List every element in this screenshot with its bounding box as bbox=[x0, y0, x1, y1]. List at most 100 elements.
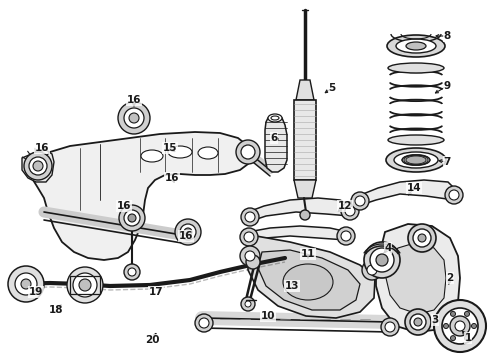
Circle shape bbox=[8, 266, 44, 302]
Polygon shape bbox=[258, 250, 360, 310]
Circle shape bbox=[79, 279, 91, 291]
Ellipse shape bbox=[141, 150, 163, 162]
Circle shape bbox=[240, 246, 260, 266]
Text: 15: 15 bbox=[163, 143, 177, 153]
Polygon shape bbox=[376, 224, 460, 332]
Circle shape bbox=[455, 321, 465, 331]
Circle shape bbox=[124, 108, 144, 128]
Circle shape bbox=[240, 228, 258, 246]
Ellipse shape bbox=[396, 39, 436, 53]
Ellipse shape bbox=[268, 114, 282, 122]
Circle shape bbox=[351, 192, 369, 210]
Text: 17: 17 bbox=[148, 287, 163, 297]
Polygon shape bbox=[386, 242, 446, 314]
Circle shape bbox=[465, 311, 469, 316]
Circle shape bbox=[341, 231, 351, 241]
Text: 3: 3 bbox=[431, 315, 439, 325]
Circle shape bbox=[370, 248, 394, 272]
Circle shape bbox=[443, 324, 448, 328]
Circle shape bbox=[195, 314, 213, 332]
Circle shape bbox=[118, 102, 150, 134]
Circle shape bbox=[124, 264, 140, 280]
Text: 5: 5 bbox=[328, 83, 336, 93]
Circle shape bbox=[246, 255, 260, 269]
Circle shape bbox=[405, 309, 431, 335]
Circle shape bbox=[413, 229, 431, 247]
Circle shape bbox=[337, 227, 355, 245]
Circle shape bbox=[341, 202, 359, 220]
Ellipse shape bbox=[283, 264, 333, 300]
Circle shape bbox=[367, 265, 377, 275]
Text: 14: 14 bbox=[407, 183, 421, 193]
Circle shape bbox=[408, 224, 436, 252]
Text: 20: 20 bbox=[145, 335, 159, 345]
Text: 7: 7 bbox=[443, 157, 451, 167]
Circle shape bbox=[67, 267, 103, 303]
Polygon shape bbox=[296, 80, 314, 100]
Circle shape bbox=[418, 234, 426, 242]
Circle shape bbox=[128, 268, 136, 276]
Circle shape bbox=[450, 311, 456, 316]
Circle shape bbox=[241, 145, 255, 159]
Text: 9: 9 bbox=[443, 81, 451, 91]
Circle shape bbox=[445, 186, 463, 204]
Circle shape bbox=[345, 206, 355, 216]
Circle shape bbox=[33, 161, 43, 171]
Text: 6: 6 bbox=[270, 133, 278, 143]
Circle shape bbox=[465, 336, 469, 341]
Circle shape bbox=[73, 273, 97, 297]
Circle shape bbox=[300, 210, 310, 220]
Circle shape bbox=[376, 254, 388, 266]
Text: 4: 4 bbox=[384, 243, 392, 253]
Circle shape bbox=[199, 318, 209, 328]
Ellipse shape bbox=[168, 146, 192, 158]
Text: 16: 16 bbox=[117, 201, 131, 211]
Text: 16: 16 bbox=[165, 173, 179, 183]
Circle shape bbox=[119, 205, 145, 231]
Ellipse shape bbox=[386, 148, 446, 172]
Circle shape bbox=[385, 322, 395, 332]
Polygon shape bbox=[294, 180, 316, 198]
Polygon shape bbox=[248, 198, 352, 222]
Circle shape bbox=[245, 212, 255, 222]
Circle shape bbox=[175, 219, 201, 245]
Circle shape bbox=[434, 300, 486, 352]
Text: 12: 12 bbox=[338, 201, 352, 211]
Ellipse shape bbox=[402, 155, 430, 165]
Circle shape bbox=[450, 336, 456, 341]
Circle shape bbox=[245, 251, 255, 261]
Text: 16: 16 bbox=[179, 231, 193, 241]
Ellipse shape bbox=[388, 63, 444, 73]
Text: 13: 13 bbox=[285, 281, 299, 291]
Polygon shape bbox=[22, 150, 54, 182]
Circle shape bbox=[184, 228, 192, 236]
Circle shape bbox=[241, 297, 255, 311]
Ellipse shape bbox=[388, 135, 444, 145]
Text: 2: 2 bbox=[446, 273, 454, 283]
Text: 11: 11 bbox=[301, 249, 315, 259]
Text: 10: 10 bbox=[261, 311, 275, 321]
Ellipse shape bbox=[198, 147, 218, 159]
Text: 19: 19 bbox=[29, 287, 43, 297]
Circle shape bbox=[245, 301, 251, 307]
Circle shape bbox=[24, 152, 52, 180]
Circle shape bbox=[364, 242, 400, 278]
Circle shape bbox=[236, 140, 260, 164]
Ellipse shape bbox=[271, 116, 279, 120]
Circle shape bbox=[442, 308, 478, 344]
Circle shape bbox=[241, 208, 259, 226]
Circle shape bbox=[381, 318, 399, 336]
Circle shape bbox=[29, 157, 47, 175]
Polygon shape bbox=[265, 118, 287, 172]
Polygon shape bbox=[248, 226, 348, 242]
Text: 1: 1 bbox=[465, 333, 472, 343]
Text: 16: 16 bbox=[127, 95, 141, 105]
Circle shape bbox=[21, 279, 31, 289]
Polygon shape bbox=[294, 100, 316, 180]
Polygon shape bbox=[358, 180, 456, 206]
Ellipse shape bbox=[394, 152, 438, 168]
Text: 16: 16 bbox=[35, 143, 49, 153]
Ellipse shape bbox=[406, 42, 426, 50]
Circle shape bbox=[124, 210, 140, 226]
Circle shape bbox=[449, 190, 459, 200]
